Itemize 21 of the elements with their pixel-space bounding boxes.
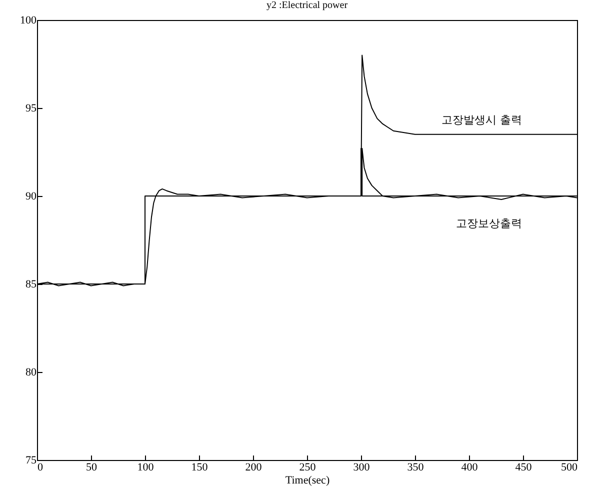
y-tick-label: 75: [26, 454, 37, 466]
x-tick-label: 150: [191, 462, 208, 474]
x-tick-label: 500: [561, 462, 578, 474]
x-tick-label: 250: [299, 462, 316, 474]
x-tick-label: 450: [515, 462, 532, 474]
x-tick-label: 350: [407, 462, 424, 474]
x-tick-label: 100: [137, 462, 154, 474]
x-tick-label: 400: [461, 462, 478, 474]
x-tick-label: 200: [245, 462, 262, 474]
y-tick-label: 85: [26, 278, 37, 290]
x-tick-label: 300: [353, 462, 370, 474]
y-tick-label: 80: [26, 366, 37, 378]
chart-title: y2 :Electrical power: [266, 0, 348, 11]
y-tick-label: 90: [26, 190, 37, 202]
x-tick-label: 0: [38, 462, 44, 474]
y-tick-label: 100: [20, 14, 37, 26]
x-tick-label: 50: [86, 462, 98, 474]
series-label: 고장발생시 출력: [442, 113, 522, 126]
x-axis-title: Time(sec): [285, 474, 330, 486]
y-tick-label: 95: [26, 102, 37, 114]
series-label: 고장보상출력: [456, 216, 522, 230]
